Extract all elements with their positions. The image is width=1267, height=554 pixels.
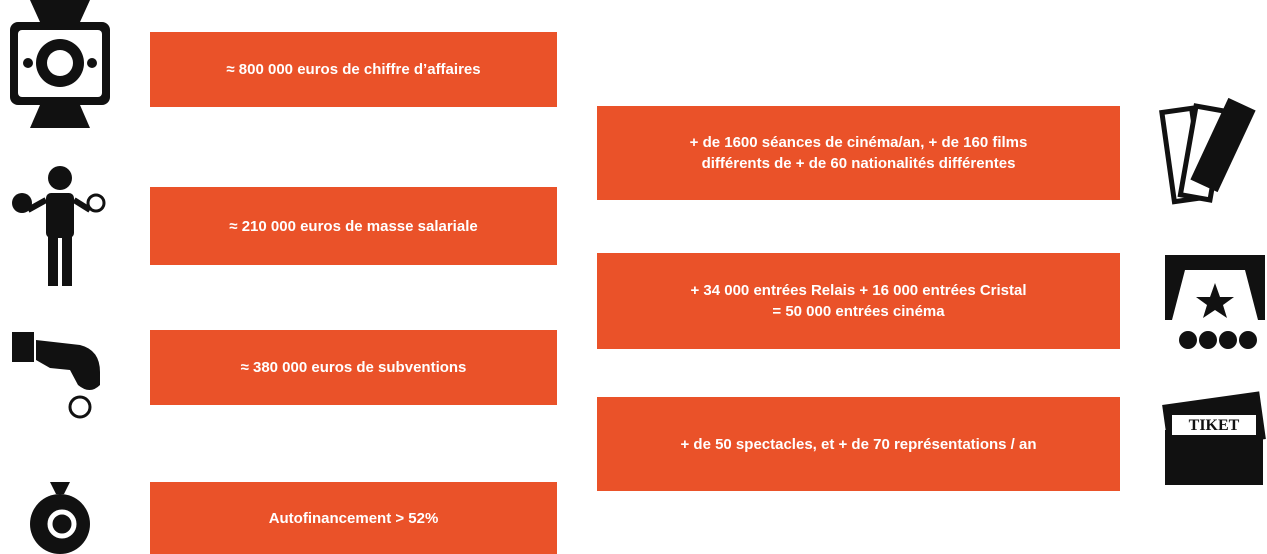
info-box: Autofinancement > 52%	[150, 482, 557, 554]
ticket-label: TIKET	[1189, 417, 1240, 434]
info-text: différents de + de 60 nationalités diffé…	[701, 155, 1016, 172]
theater-icon	[1165, 255, 1265, 349]
info-box: ≈ 800 000 euros de chiffre d’affaires	[150, 32, 557, 107]
money-bag-icon	[30, 482, 90, 554]
info-text: + 34 000 entrées Relais + 16 000 entrées…	[690, 282, 1027, 299]
money-icon	[10, 0, 110, 128]
info-text: Autofinancement > 52%	[268, 509, 439, 527]
info-box: ≈ 210 000 euros de masse salariale	[150, 187, 557, 265]
businessman-icon	[12, 166, 106, 286]
info-text: ≈ 800 000 euros de chiffre d’affaires	[226, 61, 481, 78]
info-box: + 34 000 entrées Relais + 16 000 entrées…	[597, 253, 1120, 349]
info-text: ≈ 210 000 euros de masse salariale	[229, 217, 478, 235]
info-box: + de 50 spectacles, et + de 70 représent…	[597, 397, 1120, 491]
info-box: ≈ 380 000 euros de subventions	[150, 330, 557, 405]
info-text: = 50 000 entrées cinéma	[772, 303, 945, 320]
info-text: + de 1600 séances de cinéma/an, + de 160…	[689, 134, 1028, 151]
info-text: + de 50 spectacles, et + de 70 représent…	[680, 435, 1037, 453]
ticket-icon: TIKET	[1162, 391, 1266, 485]
film-icon	[1159, 97, 1256, 205]
info-box: + de 1600 séances de cinéma/an, + de 160…	[597, 106, 1120, 200]
info-text: ≈ 380 000 euros de subventions	[240, 359, 467, 376]
hand-coin-icon	[12, 332, 100, 419]
